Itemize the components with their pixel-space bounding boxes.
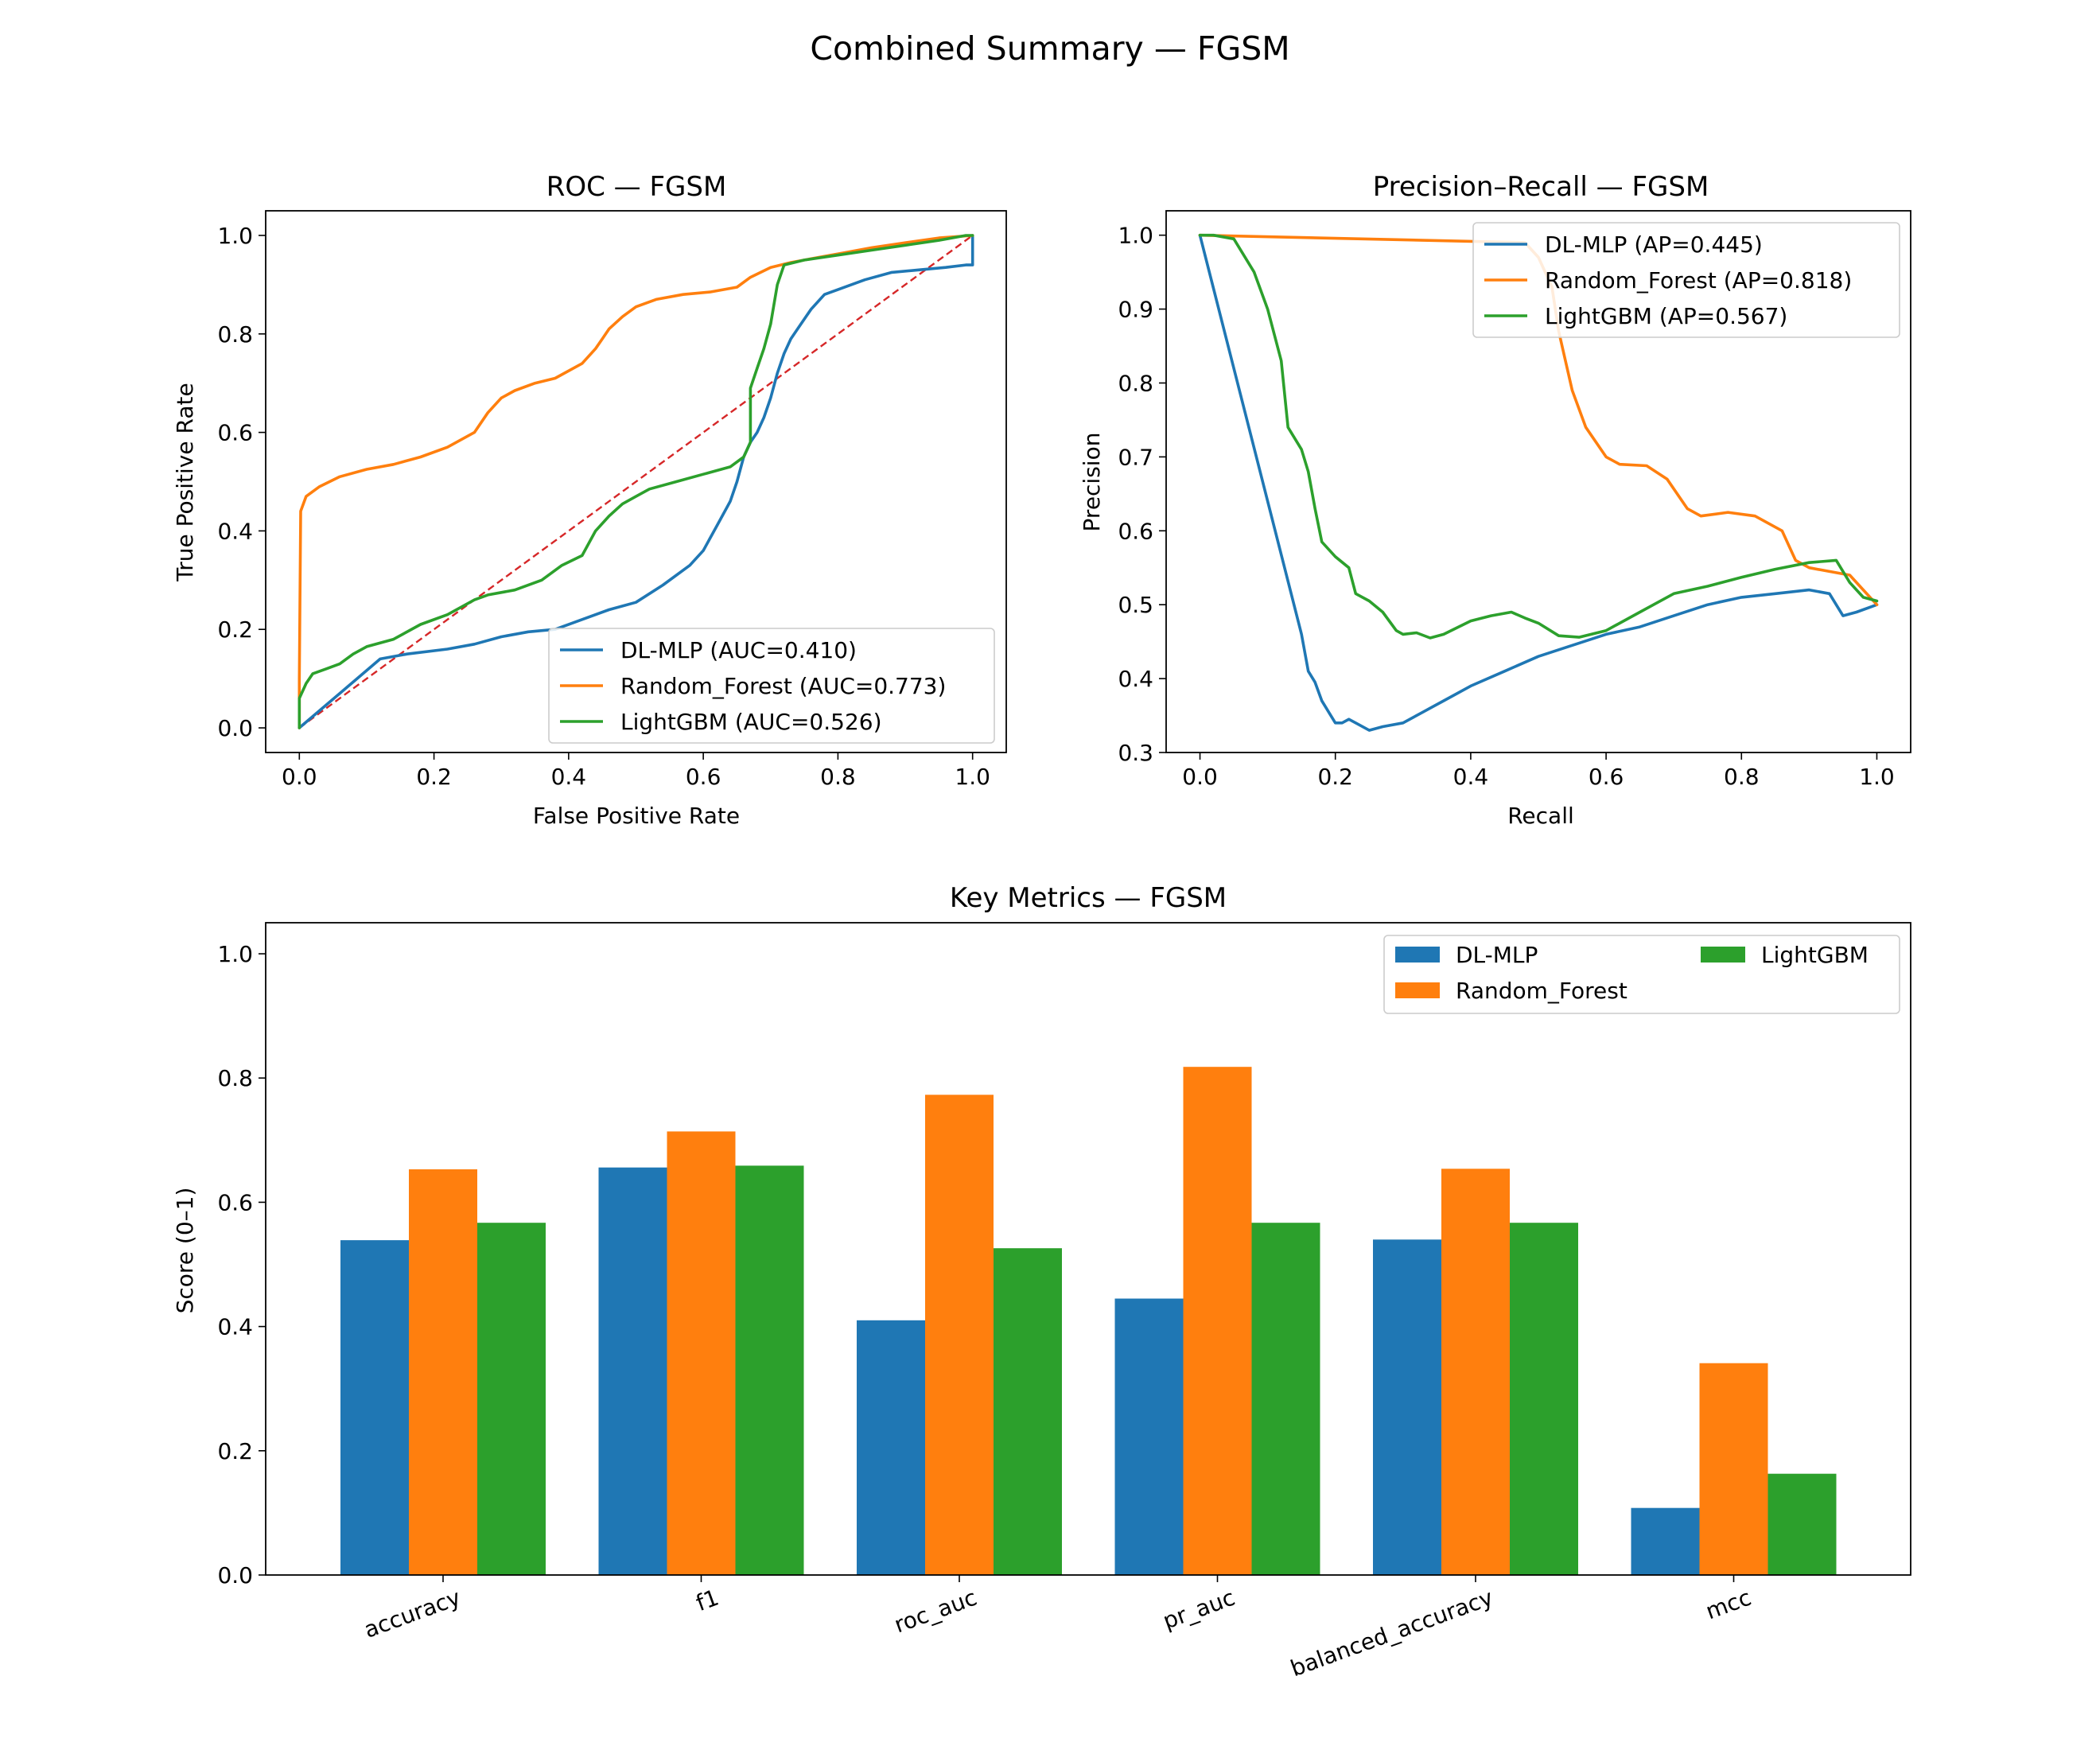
roc-chance-line	[298, 234, 974, 729]
pr-plot-area: 0.0 0.2 0.4 0.6 0.8 1.0 0.3 0.4 0.5 0.6 0.7 0.8 0.9 1…	[1118, 210, 1911, 790]
pr-xtick-label: 0.6	[1589, 764, 1624, 790]
metrics-xtick-label: mcc	[1702, 1585, 1755, 1625]
metrics-xtick-label: roc_auc	[891, 1585, 981, 1639]
pr-xtick-label: 0.4	[1453, 764, 1489, 790]
metrics-bar	[340, 1240, 409, 1575]
metrics-bar	[994, 1248, 1062, 1575]
pr-title: Precision–Recall — FGSM	[1373, 171, 1709, 203]
roc-ytick-label: 0.8	[217, 321, 253, 348]
pr-chart: Precision–Recall — FGSM Recall Precision…	[1079, 171, 1911, 829]
pr-legend-label: LightGBM (AP=0.567)	[1545, 303, 1787, 329]
pr-series-line	[1198, 233, 1879, 732]
metrics-legend-label: LightGBM	[1761, 942, 1869, 968]
metrics-legend-box	[1383, 935, 1900, 1014]
metrics-bar	[1510, 1223, 1578, 1575]
pr-series-line	[1198, 233, 1879, 640]
metrics-bar	[1768, 1473, 1837, 1575]
pr-axes-frame	[1165, 210, 1911, 753]
roc-legend-label: Random_Forest (AUC=0.773)	[620, 673, 946, 699]
pr-xtick-label: 1.0	[1859, 764, 1895, 790]
pr-ytick-label: 0.4	[1118, 666, 1153, 692]
pr-ytick-label: 1.0	[1118, 223, 1153, 249]
metrics-chart: Key Metrics — FGSM Score (0–1) 0.0 0.2 0.4…	[172, 882, 1911, 1682]
metrics-plot-area: 0.0 0.2 0.4 0.6 0.8 1.0 accuracy f1 roc_auc pr_au…	[217, 922, 1911, 1682]
roc-legend: DL-MLP (AUC=0.410) Random_Forest (AUC=0.7…	[548, 628, 995, 744]
roc-xtick-label: 0.0	[282, 764, 317, 790]
metrics-ytick-label: 0.8	[217, 1065, 253, 1091]
metrics-bar	[1114, 1298, 1184, 1575]
pr-xtick-label: 0.0	[1182, 764, 1218, 790]
roc-xlabel: False Positive Rate	[533, 803, 740, 829]
pr-xtick-label: 0.8	[1724, 764, 1760, 790]
roc-ytick-label: 0.0	[217, 715, 253, 741]
metrics-bar	[1373, 1239, 1441, 1575]
metrics-bar	[1441, 1169, 1510, 1575]
pr-xtick-label: 0.2	[1317, 764, 1353, 790]
metrics-axes-frame	[265, 922, 1911, 1576]
metrics-legend: DL-MLP Random_Forest LightGBM	[1383, 935, 1900, 1014]
roc-xtick-label: 0.6	[686, 764, 721, 790]
pr-legend-box	[1472, 222, 1900, 338]
roc-xtick-label: 0.4	[551, 764, 587, 790]
roc-plot-area: 0.0 0.2 0.4 0.6 0.8 1.0 0.0 0.2 0.4 0.6 0.8 1.0 DL-M…	[217, 210, 1007, 790]
metrics-ytick-label: 0.0	[217, 1562, 253, 1589]
metrics-bar	[1631, 1507, 1700, 1575]
figure-title: Combined Summary — FGSM	[810, 29, 1289, 68]
roc-ytick-label: 0.2	[217, 616, 253, 643]
metrics-bar	[857, 1320, 925, 1575]
metrics-bar	[477, 1223, 546, 1575]
metrics-legend-swatch	[1701, 947, 1745, 962]
roc-legend-label: DL-MLP (AUC=0.410)	[620, 637, 857, 663]
roc-axes-frame	[265, 210, 1007, 753]
roc-ytick-label: 1.0	[217, 223, 253, 249]
pr-ytick-label: 0.5	[1118, 592, 1153, 618]
metrics-xtick-label: accuracy	[360, 1585, 464, 1643]
metrics-ytick-label: 0.6	[217, 1189, 253, 1215]
pr-xlabel: Recall	[1507, 803, 1574, 829]
pr-ytick-label: 0.7	[1118, 444, 1153, 470]
metrics-bar	[1183, 1067, 1252, 1575]
metrics-bar	[925, 1095, 994, 1575]
roc-xtick-label: 1.0	[955, 764, 990, 790]
roc-ytick-label: 0.6	[217, 420, 253, 446]
metrics-bar	[1699, 1363, 1768, 1575]
metrics-title: Key Metrics — FGSM	[950, 882, 1227, 914]
metrics-ytick-label: 0.4	[217, 1314, 253, 1340]
metrics-bar	[735, 1165, 804, 1575]
metrics-ytick-label: 0.2	[217, 1438, 253, 1464]
metrics-bar	[598, 1167, 667, 1575]
pr-legend-label: Random_Forest (AP=0.818)	[1545, 267, 1852, 294]
pr-legend: DL-MLP (AP=0.445) Random_Forest (AP=0.818…	[1472, 222, 1900, 338]
metrics-xtick-label: pr_auc	[1160, 1585, 1239, 1635]
roc-xtick-label: 0.2	[416, 764, 452, 790]
pr-ytick-label: 0.9	[1118, 297, 1153, 323]
roc-xtick-label: 0.8	[820, 764, 856, 790]
pr-ylabel: Precision	[1079, 433, 1105, 532]
metrics-bar	[1251, 1223, 1320, 1575]
roc-chart: ROC — FGSM False Positive Rate True Posi…	[172, 171, 1007, 829]
metrics-ytick-label: 1.0	[217, 941, 253, 967]
metrics-xtick-label: f1	[693, 1585, 722, 1616]
metrics-legend-swatch	[1395, 947, 1440, 962]
metrics-bar	[409, 1169, 477, 1575]
roc-legend-box	[548, 628, 995, 744]
metrics-ylabel: Score (0–1)	[172, 1188, 198, 1314]
roc-ytick-label: 0.4	[217, 518, 253, 544]
pr-ytick-label: 0.3	[1118, 740, 1153, 766]
pr-legend-label: DL-MLP (AP=0.445)	[1545, 231, 1763, 258]
roc-ylabel: True Positive Rate	[172, 383, 198, 581]
metrics-xtick-label: balanced_accuracy	[1287, 1585, 1496, 1682]
pr-ytick-label: 0.8	[1118, 370, 1153, 396]
pr-ytick-label: 0.6	[1118, 518, 1153, 544]
metrics-legend-swatch	[1395, 982, 1440, 998]
metrics-legend-label: DL-MLP	[1456, 942, 1538, 968]
roc-series-line	[298, 234, 974, 729]
metrics-legend-label: Random_Forest	[1456, 978, 1628, 1004]
metrics-bar	[667, 1131, 736, 1575]
roc-legend-label: LightGBM (AUC=0.526)	[620, 709, 882, 735]
roc-title: ROC — FGSM	[546, 171, 727, 203]
